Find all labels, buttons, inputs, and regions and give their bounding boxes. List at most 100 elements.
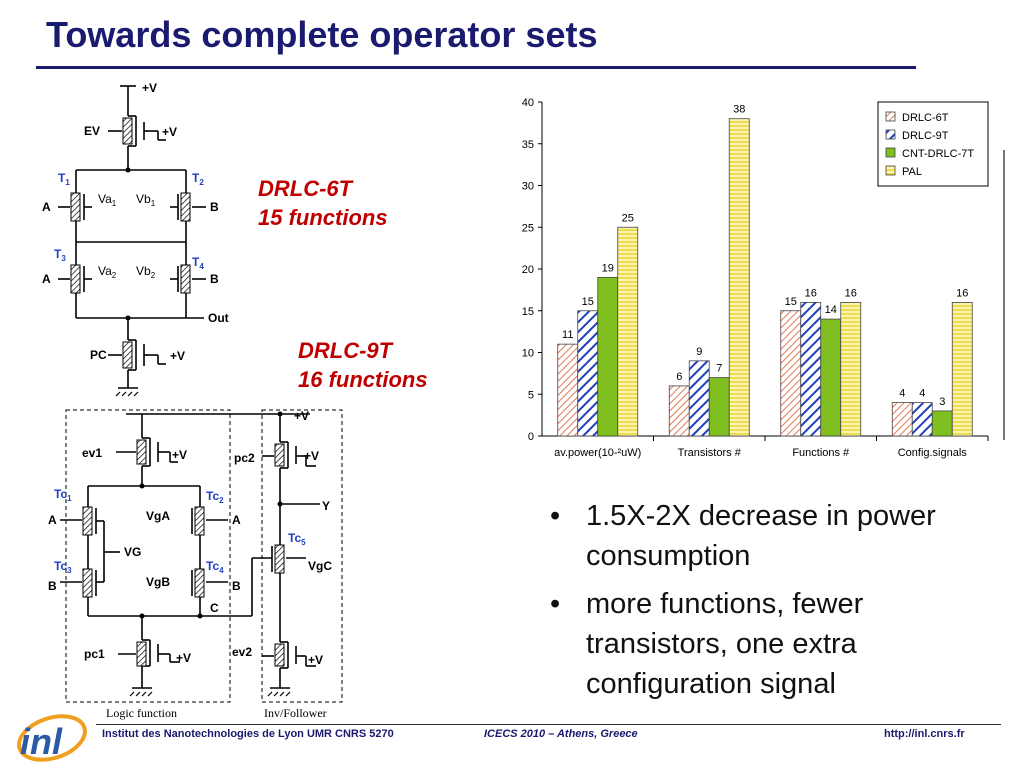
- c-label: C: [210, 601, 219, 615]
- bar-drlc-9t: [911, 402, 933, 437]
- y-tick-label: 25: [522, 222, 534, 234]
- y-tick-label: 15: [522, 306, 534, 318]
- bullet-functions: more functions, fewer transistors, one e…: [548, 584, 988, 704]
- bar-drlc-6t: [780, 310, 802, 437]
- drlc-9t-caption: DRLC-9T 16 functions: [298, 336, 428, 394]
- bar-value-label: 6: [676, 371, 682, 383]
- tc3-label: Tc3: [54, 559, 72, 575]
- legend-label: DRLC-9T: [902, 130, 949, 142]
- inl-logo: inl: [17, 714, 87, 762]
- bar-pal: [840, 301, 862, 437]
- drlc-6t-name: DRLC-6T: [258, 176, 353, 201]
- t4-label: T4: [192, 255, 204, 271]
- footer-rule: [96, 724, 1001, 725]
- bullet-list: 1.5X-2X decrease in power consumption mo…: [548, 496, 988, 712]
- out-label: Out: [208, 311, 229, 325]
- ev-label: EV: [84, 124, 100, 138]
- y-tick-label: 10: [522, 348, 534, 360]
- bar-cnt-drlc-7t: [931, 410, 953, 437]
- bar-value-label: 15: [785, 296, 797, 308]
- y-tick-label: 40: [522, 97, 534, 109]
- pc2-bias-label: +V: [304, 449, 319, 463]
- vb2-label: Vb2: [136, 264, 156, 280]
- t3-label: T3: [54, 247, 66, 263]
- svg-text:inl: inl: [20, 721, 63, 762]
- vga-label: VgA: [146, 509, 170, 523]
- bar-drlc-6t: [891, 402, 913, 437]
- b-top-label: B: [210, 200, 219, 214]
- legend-box: [877, 101, 989, 187]
- vdd-label: +V: [142, 81, 157, 95]
- bar-drlc-9t: [688, 360, 710, 437]
- bar-cnt-drlc-7t: [597, 276, 619, 437]
- vg-label: VG: [124, 545, 141, 559]
- legend-swatch-pal: [885, 165, 896, 176]
- pc-bias-label: +V: [170, 349, 185, 363]
- legend-label: DRLC-6T: [902, 112, 949, 124]
- x-category-label: Transistors #: [678, 447, 742, 459]
- bar-value-label: 9: [696, 346, 702, 358]
- bar-pal: [728, 118, 750, 437]
- drlc-6t-schematic: +V EV +V A B A B Out PC +V Va1 Vb1 Va2 V…: [42, 81, 229, 397]
- bar-value-label: 25: [622, 212, 634, 224]
- bar-drlc-9t: [800, 301, 822, 437]
- legend-swatch-cnt-drlc-7t: [885, 147, 896, 158]
- vdd-9t-label: +V: [294, 409, 309, 423]
- chart-shadow: [1003, 150, 1005, 440]
- bar-value-label: 19: [602, 262, 614, 274]
- slide-title: Towards complete operator sets: [46, 14, 598, 55]
- tc4-label: Tc4: [206, 559, 224, 575]
- t1-label: T1: [58, 171, 70, 187]
- inv-follower-label: Inv/Follower: [264, 706, 327, 720]
- bar-drlc-6t: [557, 343, 579, 437]
- tc1-label: Tc1: [54, 487, 72, 503]
- x-category-label: av.power(10-²uW): [554, 447, 641, 459]
- bar-cnt-drlc-7t: [820, 318, 842, 437]
- b-bot-label: B: [210, 272, 219, 286]
- x-category-label: Config.signals: [898, 447, 968, 459]
- va2-label: Va2: [98, 264, 117, 280]
- drlc-9t-schematic: +V ev1 +V pc2 +V A A B B VgA VgB VG C Y …: [48, 409, 343, 720]
- inv-follower-box: [261, 409, 343, 703]
- comparison-bar-chart: 0 5 10 15 20 25 30 35 40 11 15 19 25 av.power(10-²uW)…: [522, 97, 989, 459]
- bar-value-label: 3: [939, 396, 945, 408]
- ev1-label: ev1: [82, 446, 102, 460]
- legend-swatch-drlc-6t: [885, 111, 896, 122]
- footer-url[interactable]: http://inl.cnrs.fr: [884, 728, 965, 740]
- bar-value-label: 4: [919, 388, 925, 400]
- y-label: Y: [322, 499, 330, 513]
- bar-pal: [617, 226, 639, 437]
- ev2-label: ev2: [232, 645, 252, 659]
- tc2-label: Tc2: [206, 489, 224, 505]
- bar-value-label: 16: [805, 287, 817, 299]
- bar-value-label: 7: [716, 363, 722, 375]
- logic-function-box: [65, 409, 231, 703]
- drlc-6t-caption: DRLC-6T 15 functions: [258, 174, 388, 232]
- a-right-label: A: [232, 513, 241, 527]
- legend-swatch-drlc-9t: [885, 129, 896, 140]
- ev2-bias-label: +V: [308, 653, 323, 667]
- vb1-label: Vb1: [136, 192, 156, 208]
- y-tick-label: 30: [522, 181, 534, 193]
- legend-label: CNT-DRLC-7T: [902, 148, 974, 160]
- tc5-label: Tc5: [288, 531, 306, 547]
- a-top-label: A: [42, 200, 51, 214]
- bullet-power: 1.5X-2X decrease in power consumption: [548, 496, 988, 576]
- logic-function-label: Logic function: [106, 706, 177, 720]
- bar-value-label: 16: [845, 287, 857, 299]
- ev1-bias-label: +V: [172, 448, 187, 462]
- bar-pal: [951, 301, 973, 437]
- a-bot-label: A: [42, 272, 51, 286]
- bar-value-label: 11: [562, 329, 573, 341]
- a-left-label: A: [48, 513, 57, 527]
- bar-drlc-6t: [668, 385, 690, 437]
- bar-value-label: 15: [582, 296, 594, 308]
- y-tick-label: 0: [528, 431, 534, 443]
- pc1-label: pc1: [84, 647, 105, 661]
- y-tick-label: 35: [522, 139, 534, 151]
- bar-cnt-drlc-7t: [708, 377, 730, 437]
- drlc-9t-functions: 16 functions: [298, 367, 428, 392]
- pc-label: PC: [90, 348, 107, 362]
- footer-conference: ICECS 2010 – Athens, Greece: [484, 728, 638, 740]
- vgb-label: VgB: [146, 575, 170, 589]
